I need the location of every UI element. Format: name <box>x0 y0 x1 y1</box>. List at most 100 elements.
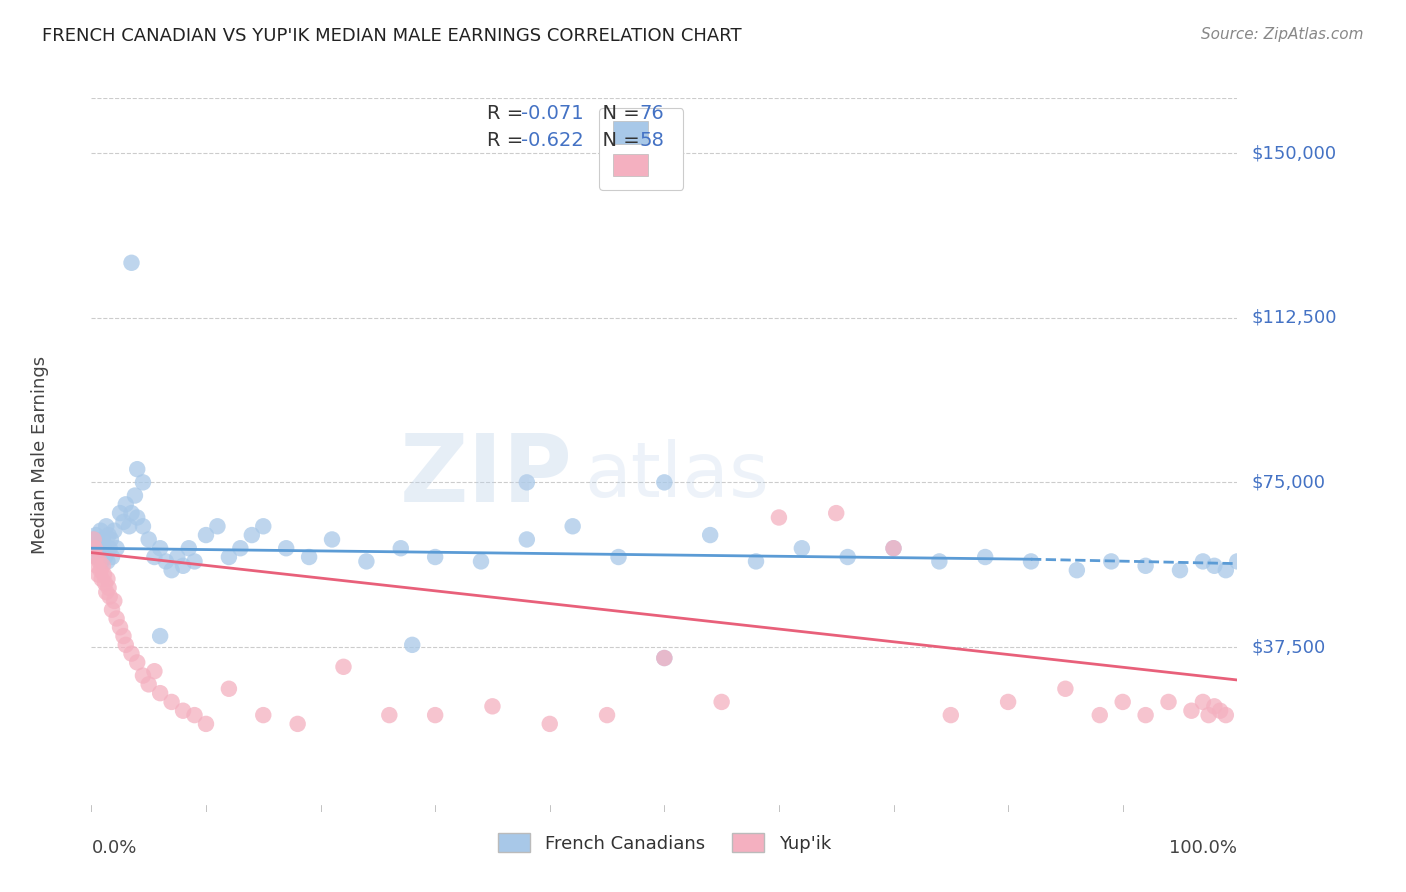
Point <box>276 541 298 556</box>
Point <box>138 677 160 691</box>
Point <box>127 656 149 670</box>
Point <box>1180 704 1202 718</box>
Point <box>97 581 120 595</box>
Text: N =: N = <box>591 104 645 123</box>
Point <box>132 668 155 682</box>
Point <box>1209 704 1232 718</box>
Point <box>423 549 446 564</box>
Point <box>101 549 124 564</box>
Point <box>143 549 166 564</box>
Point <box>939 708 962 723</box>
Point <box>89 554 111 568</box>
Point <box>882 541 904 556</box>
Point <box>252 708 274 723</box>
Point <box>89 546 111 560</box>
Point <box>160 563 183 577</box>
Text: ZIP: ZIP <box>399 430 572 523</box>
Point <box>98 590 121 604</box>
Point <box>356 554 378 568</box>
Text: $150,000: $150,000 <box>1251 144 1336 162</box>
Point <box>86 558 108 573</box>
Point <box>1054 681 1077 696</box>
Point <box>561 519 583 533</box>
Point <box>607 549 630 564</box>
Point <box>516 475 538 490</box>
Point <box>481 699 503 714</box>
Text: R =: R = <box>486 131 529 151</box>
Point <box>101 603 124 617</box>
Point <box>96 519 118 533</box>
Text: $112,500: $112,500 <box>1251 309 1337 326</box>
Point <box>1215 563 1237 577</box>
Point <box>287 717 309 731</box>
Point <box>90 563 112 577</box>
Point <box>87 567 110 582</box>
Point <box>96 585 118 599</box>
Point <box>114 497 136 511</box>
Point <box>100 533 122 547</box>
Point <box>516 533 538 547</box>
Point <box>652 651 675 665</box>
Point <box>1192 695 1215 709</box>
Point <box>699 528 721 542</box>
Point <box>401 638 423 652</box>
Point <box>1135 558 1157 573</box>
Point <box>91 533 114 547</box>
Point <box>94 549 117 564</box>
Text: R =: R = <box>486 104 529 123</box>
Point <box>652 651 675 665</box>
Text: Source: ZipAtlas.com: Source: ZipAtlas.com <box>1201 27 1364 42</box>
Point <box>103 524 125 538</box>
Text: 58: 58 <box>640 131 664 151</box>
Point <box>105 541 128 556</box>
Point <box>470 554 492 568</box>
Point <box>103 594 125 608</box>
Point <box>94 576 117 591</box>
Point <box>710 695 733 709</box>
Point <box>160 695 183 709</box>
Point <box>332 660 354 674</box>
Point <box>837 549 859 564</box>
Point <box>183 554 205 568</box>
Point <box>83 541 105 556</box>
Point <box>93 567 115 582</box>
Point <box>155 554 177 568</box>
Point <box>1135 708 1157 723</box>
Point <box>86 549 108 564</box>
Point <box>194 528 217 542</box>
Point <box>96 572 118 586</box>
Point <box>114 638 136 652</box>
Point <box>423 708 446 723</box>
Point <box>389 541 412 556</box>
Text: Median Male Earnings: Median Male Earnings <box>31 356 49 554</box>
Point <box>1066 563 1088 577</box>
Point <box>172 704 194 718</box>
Point <box>183 708 205 723</box>
Point <box>218 681 240 696</box>
Point <box>194 717 217 731</box>
Point <box>1192 554 1215 568</box>
Point <box>1019 554 1042 568</box>
Point <box>928 554 950 568</box>
Point <box>138 533 160 547</box>
Point <box>1204 558 1226 573</box>
Point <box>98 541 121 556</box>
Point <box>997 695 1019 709</box>
Point <box>143 664 166 678</box>
Point <box>1198 708 1220 723</box>
Point <box>108 620 131 634</box>
Point <box>538 717 561 731</box>
Point <box>652 475 675 490</box>
Point <box>121 256 143 270</box>
Point <box>177 541 200 556</box>
Point <box>149 541 172 556</box>
Point <box>132 475 155 490</box>
Point <box>83 541 105 556</box>
Text: 0.0%: 0.0% <box>91 839 136 857</box>
Point <box>825 506 848 520</box>
Point <box>121 647 143 661</box>
Point <box>1099 554 1122 568</box>
Text: N =: N = <box>591 131 645 151</box>
Point <box>91 558 114 573</box>
Point <box>172 558 194 573</box>
